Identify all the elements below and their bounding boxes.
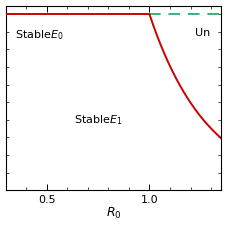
X-axis label: $R_0$: $R_0$ [106, 206, 121, 222]
Text: Stable$E_1$: Stable$E_1$ [74, 113, 122, 127]
Text: Un: Un [195, 28, 210, 38]
Text: Stable$E_0$: Stable$E_0$ [15, 28, 64, 42]
